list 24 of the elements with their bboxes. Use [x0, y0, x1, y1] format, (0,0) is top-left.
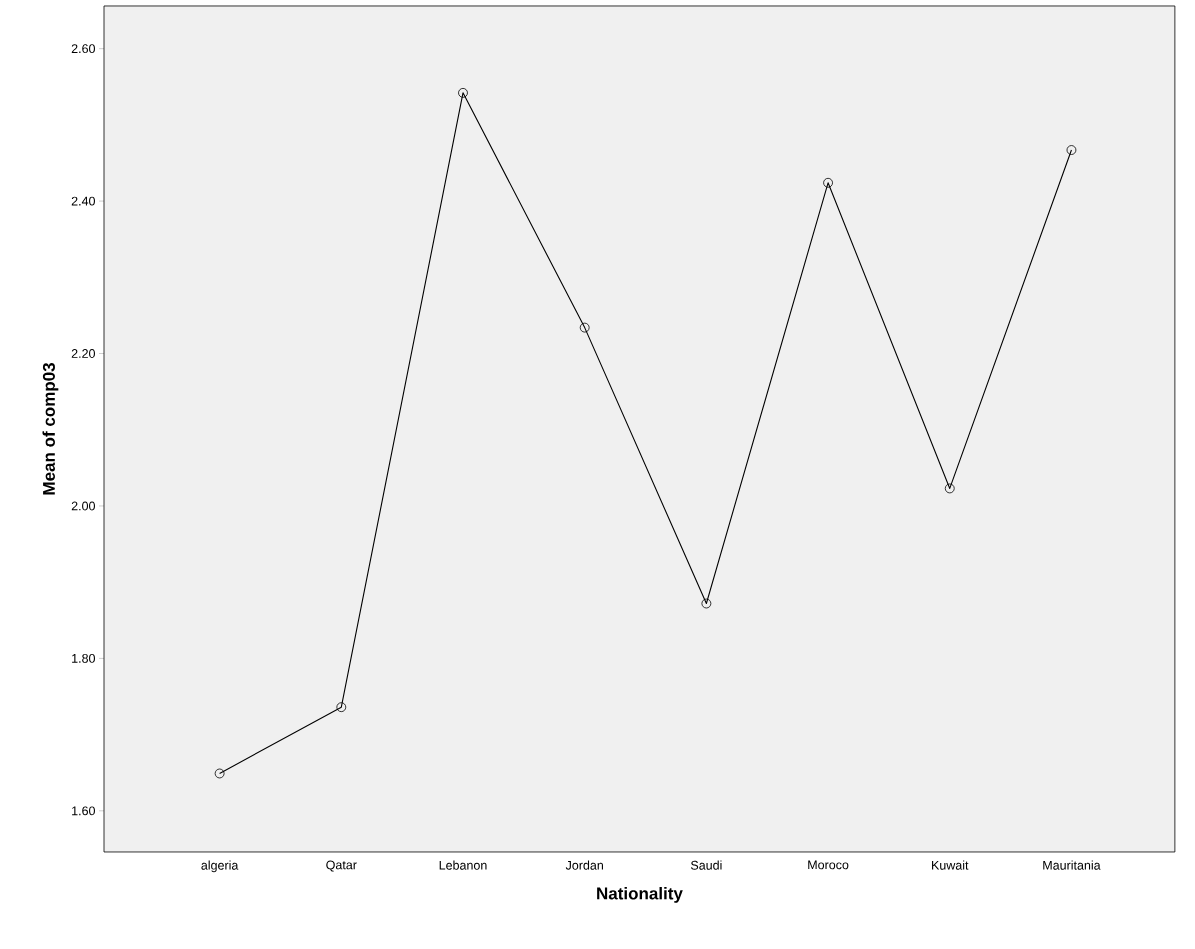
point [336, 702, 347, 713]
y-tick-label: 2.00 [71, 501, 95, 511]
point [214, 768, 225, 779]
y-tick-label: 2.20 [71, 349, 95, 358]
x-tick-label: Mauritania [1043, 860, 1101, 870]
y-tick-label: 2.40 [71, 196, 95, 206]
x-tick-label: Kuwait [932, 860, 969, 870]
y-tick-label: 1.80 [72, 653, 95, 663]
point [701, 598, 712, 609]
point [1066, 145, 1077, 155]
point [944, 483, 955, 494]
x-tick-label: algeria [201, 860, 239, 873]
y-tick-label: 1.60 [72, 806, 95, 816]
point [579, 322, 590, 333]
x-tick-label: Lebanon [439, 860, 487, 870]
x-tick-label: Moroco [808, 860, 849, 870]
x-tick-label: Saudi [690, 860, 722, 870]
point [823, 177, 833, 188]
x-axis-title: Nationality [597, 887, 683, 903]
y-axis-title: Mean of comp03 [42, 363, 59, 495]
x-tick-label: Qatar [326, 860, 357, 872]
x-tick-label: Jordan [565, 860, 603, 870]
point [458, 87, 468, 98]
y-tick-label: 2.60 [71, 44, 95, 54]
